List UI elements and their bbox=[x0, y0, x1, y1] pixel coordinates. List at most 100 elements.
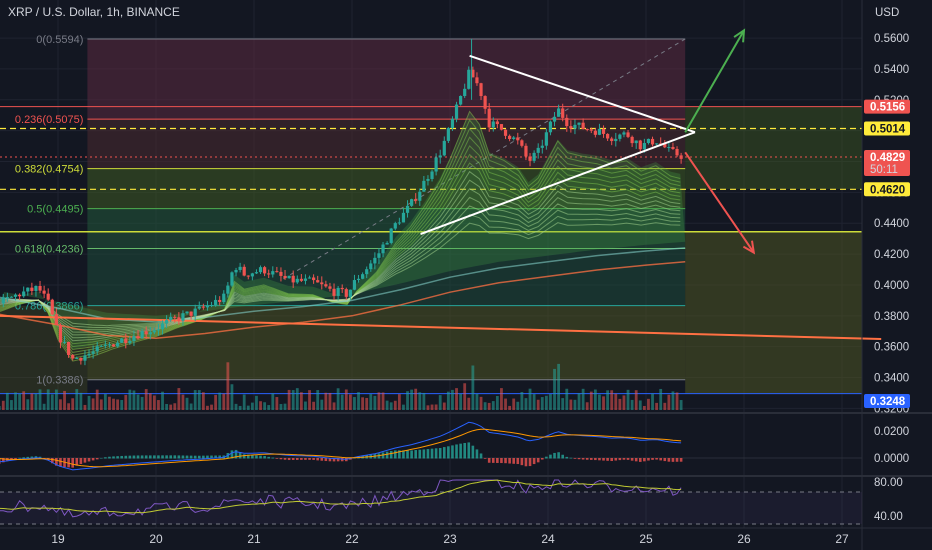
volume-bar bbox=[103, 394, 107, 410]
macd-histogram-bar bbox=[316, 458, 319, 461]
candle-body bbox=[291, 275, 295, 283]
candle-body bbox=[385, 242, 389, 245]
candle-body bbox=[267, 273, 271, 275]
candle-body bbox=[271, 271, 275, 275]
candle-body bbox=[107, 344, 112, 346]
macd-histogram-bar bbox=[214, 455, 217, 459]
volume-bar bbox=[50, 394, 54, 410]
candle-body bbox=[209, 304, 214, 306]
candle-body bbox=[156, 329, 161, 331]
candle-body bbox=[324, 284, 328, 287]
macd-histogram-bar bbox=[667, 458, 671, 462]
volume-bar bbox=[177, 388, 181, 410]
candle-body bbox=[557, 108, 561, 117]
volume-bar bbox=[451, 389, 454, 410]
triangle-upper-line[interactable] bbox=[469, 54, 696, 134]
candle-body bbox=[75, 357, 79, 359]
macd-histogram-bar bbox=[95, 458, 99, 460]
volume-bar bbox=[577, 393, 581, 410]
macd-histogram-bar bbox=[144, 455, 148, 459]
volume-bar bbox=[14, 392, 17, 410]
macd-histogram-bar bbox=[87, 458, 91, 462]
macd-histogram-bar bbox=[255, 455, 258, 459]
volume-bar bbox=[357, 392, 360, 410]
macd-histogram-bar bbox=[50, 458, 54, 464]
candle-body bbox=[622, 132, 626, 135]
time-axis-tick-label: 23 bbox=[443, 532, 457, 546]
time-axis-tick-label: 27 bbox=[835, 532, 849, 546]
arrow-up-head[interactable] bbox=[733, 28, 746, 43]
candle-body bbox=[675, 148, 679, 156]
candle-body bbox=[181, 313, 185, 321]
price-tag-box bbox=[864, 99, 910, 114]
macd-histogram-bar bbox=[263, 455, 266, 459]
time-axis-tick-label: 19 bbox=[51, 532, 65, 546]
candle-body bbox=[316, 280, 320, 283]
volume-bar bbox=[467, 397, 471, 410]
macd-histogram-bar bbox=[295, 458, 299, 460]
candle-body bbox=[222, 293, 226, 303]
macd-histogram-bar bbox=[406, 450, 409, 459]
candle-body bbox=[405, 205, 410, 213]
candle-body bbox=[569, 126, 573, 129]
volume-bar bbox=[630, 399, 634, 410]
candle-body bbox=[667, 147, 671, 149]
macd-histogram-bar bbox=[234, 449, 238, 459]
volume-bar bbox=[549, 394, 552, 410]
time-axis-tick-label: 22 bbox=[345, 532, 359, 546]
macd-histogram-bar bbox=[120, 455, 123, 459]
candle-body bbox=[418, 191, 422, 201]
candle-body bbox=[30, 287, 34, 291]
macd-histogram-bar bbox=[267, 456, 270, 459]
macd-histogram-bar bbox=[410, 450, 413, 459]
candle-body bbox=[487, 108, 491, 128]
arrow-up-shaft[interactable] bbox=[684, 29, 745, 133]
arrow-down-shaft[interactable] bbox=[684, 151, 755, 254]
arrow-down-head[interactable] bbox=[742, 240, 756, 255]
volume-bar bbox=[128, 389, 132, 410]
volume-bar bbox=[181, 394, 185, 410]
candle-body bbox=[312, 277, 316, 281]
candle-body bbox=[160, 323, 165, 330]
volume-bar bbox=[418, 392, 422, 410]
candle-body bbox=[565, 117, 569, 127]
macd-histogram-bar bbox=[275, 458, 279, 459]
candle-body bbox=[463, 88, 467, 96]
volume-bar bbox=[152, 395, 156, 410]
volume-bar bbox=[218, 392, 222, 410]
candle-body bbox=[83, 355, 87, 361]
volume-bar bbox=[99, 399, 103, 410]
macd-histogram-bar bbox=[26, 456, 30, 459]
volume-bar bbox=[667, 394, 671, 410]
candle-body bbox=[165, 320, 169, 324]
candle-body bbox=[597, 128, 602, 135]
candle-body bbox=[365, 269, 369, 275]
volume-bar bbox=[324, 392, 328, 410]
volume-bar bbox=[161, 391, 164, 410]
candle-body bbox=[475, 77, 479, 84]
volume-bar bbox=[22, 391, 26, 410]
volume-bar bbox=[614, 393, 618, 410]
macd-histogram-bar bbox=[99, 457, 103, 459]
volume-bar bbox=[259, 401, 262, 410]
price-axis-tick-label: 0.3800 bbox=[874, 311, 909, 323]
triangle-lower-line[interactable] bbox=[420, 131, 696, 235]
candle-body bbox=[650, 138, 655, 145]
volume-bar bbox=[516, 401, 520, 410]
volume-bar bbox=[361, 397, 365, 410]
volume-bar bbox=[279, 404, 283, 410]
volume-bar bbox=[638, 400, 642, 410]
fib-zone-extended bbox=[685, 106, 862, 190]
time-axis[interactable]: 19 20 21 22 23 24 25 26 27 bbox=[51, 532, 849, 546]
volume-bar bbox=[508, 405, 512, 410]
volume-bar bbox=[471, 365, 475, 410]
fib-retracement[interactable]: 0(0.5594) 0.236(0.5075) 0.382(0.4754) 0.5(0… bbox=[0, 34, 862, 395]
macd-histogram-bar bbox=[442, 447, 446, 459]
drawings[interactable] bbox=[420, 28, 756, 255]
volume-bar bbox=[406, 391, 409, 410]
volume-bar bbox=[540, 397, 544, 410]
macd-histogram-bar bbox=[512, 458, 515, 464]
macd-histogram-bar bbox=[487, 458, 491, 463]
